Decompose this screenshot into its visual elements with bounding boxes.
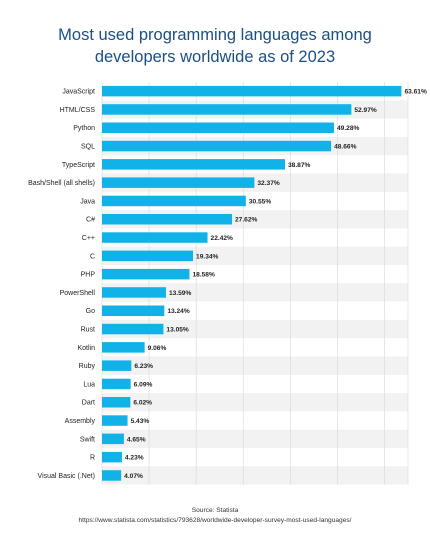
category-label: Python [73,125,95,132]
category-label: C++ [82,235,95,242]
source-note: Source: Statista https://www.statista.co… [0,506,430,526]
value-label: 52.97% [354,107,377,114]
bar [102,250,194,262]
bar [102,433,124,445]
category-label: Go [86,308,95,315]
category-label: Assembly [65,418,96,425]
value-label: 4.65% [127,436,146,443]
value-label: 49.28% [337,125,360,132]
category-label: Ruby [79,363,96,370]
value-label: 6.09% [134,381,153,388]
value-label: 6.23% [134,363,153,370]
value-label: 6.02% [133,400,152,407]
value-label: 22.42% [211,235,234,242]
bar [102,397,131,408]
value-label: 18.58% [192,272,215,279]
bar [102,85,402,97]
bar [102,214,233,225]
value-label: 13.05% [166,326,189,333]
bar [102,360,132,371]
bar [102,140,332,152]
bar [102,195,246,207]
row-band [102,356,408,375]
category-label: Bash/Shell (all shells) [28,180,95,187]
category-label: Rust [81,326,95,333]
category-label: Kotlin [77,345,95,352]
bar [102,287,166,298]
chart-title: Most used programming languages among de… [58,26,372,66]
bar [102,232,208,243]
value-label: 9.06% [148,345,167,352]
row-band [102,283,408,302]
category-label: Dart [82,400,95,407]
value-label: 27.62% [235,217,258,224]
category-label: HTML/CSS [60,107,96,114]
value-label: 63.61% [404,89,427,96]
value-label: 13.24% [167,308,190,315]
value-label: 38.87% [288,162,311,169]
bar [102,451,122,463]
category-label: C# [86,217,95,224]
value-label: 4.07% [124,473,143,480]
value-label: 4.23% [125,455,144,462]
category-label: Swift [80,436,95,443]
value-label: 19.34% [196,253,219,260]
bar [102,177,255,188]
category-label: PowerShell [60,290,96,297]
row-band [102,466,408,485]
bar [102,470,122,481]
category-label: Java [80,198,95,205]
value-label: 48.66% [334,143,357,150]
bar [102,415,128,426]
source-label: Source: Statista [191,507,239,514]
value-label: 32.37% [257,180,280,187]
category-label: C [90,253,95,260]
bar [102,122,334,133]
category-label: R [90,455,95,462]
bar [102,159,285,170]
category-label: TypeScript [62,162,95,169]
value-label: 13.59% [169,290,192,297]
bar [102,305,165,316]
value-label: 5.43% [131,418,150,425]
row-band [102,429,408,448]
bar [102,323,164,335]
category-label: Lua [83,381,95,388]
bar [102,378,131,390]
category-label: Visual Basic (.Net) [38,473,95,480]
category-label: JavaScript [62,89,95,96]
row-band [102,393,408,412]
source-url: https://www.statista.com/statistics/7936… [78,517,352,524]
value-label: 30.55% [249,198,272,205]
bar [102,104,352,115]
bar [102,268,190,280]
category-label: PHP [81,272,96,279]
bar [102,342,145,353]
row-band [102,319,408,339]
category-label: SQL [81,143,95,150]
